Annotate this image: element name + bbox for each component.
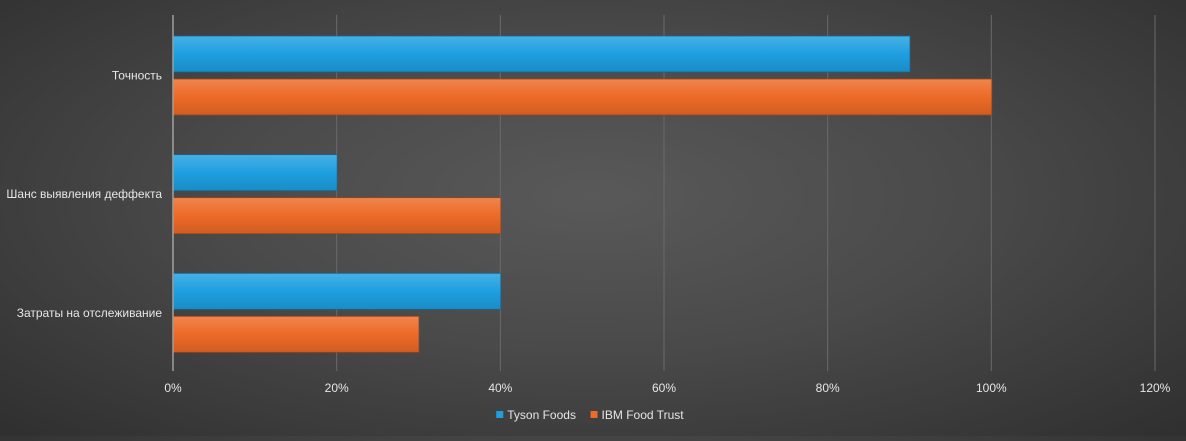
category-label: Затраты на отслеживание <box>17 306 163 320</box>
x-tick-label: 100% <box>976 381 1007 395</box>
legend-label: IBM Food Trust <box>602 408 685 422</box>
bar-ibm-1 <box>173 197 502 235</box>
bar-tyson-1 <box>173 154 338 192</box>
legend-swatch <box>590 411 598 418</box>
x-tick-label: 0% <box>164 381 182 395</box>
bars <box>173 35 993 353</box>
bar-tyson-0 <box>173 35 911 73</box>
legend-swatch <box>496 411 504 418</box>
axes: 0% 20% 40% 60% 80% 100% 120% Точность Шанс выявл… <box>6 15 1171 395</box>
x-tick-label: 120% <box>1140 381 1171 395</box>
x-tick-label: 80% <box>816 381 840 395</box>
bar-ibm-0 <box>173 78 993 116</box>
x-tick-label: 40% <box>488 381 512 395</box>
x-tick-label: 20% <box>325 381 349 395</box>
bar-tyson-2 <box>173 272 502 310</box>
category-label: Точность <box>112 69 162 83</box>
bar-ibm-2 <box>173 315 420 353</box>
category-label: Шанс выявления деффекта <box>6 187 162 201</box>
legend-label: Tyson Foods <box>507 408 576 422</box>
legend: Tyson Foods IBM Food Trust <box>496 408 684 422</box>
grid-lines <box>336 15 1156 371</box>
x-tick-label: 60% <box>652 381 676 395</box>
